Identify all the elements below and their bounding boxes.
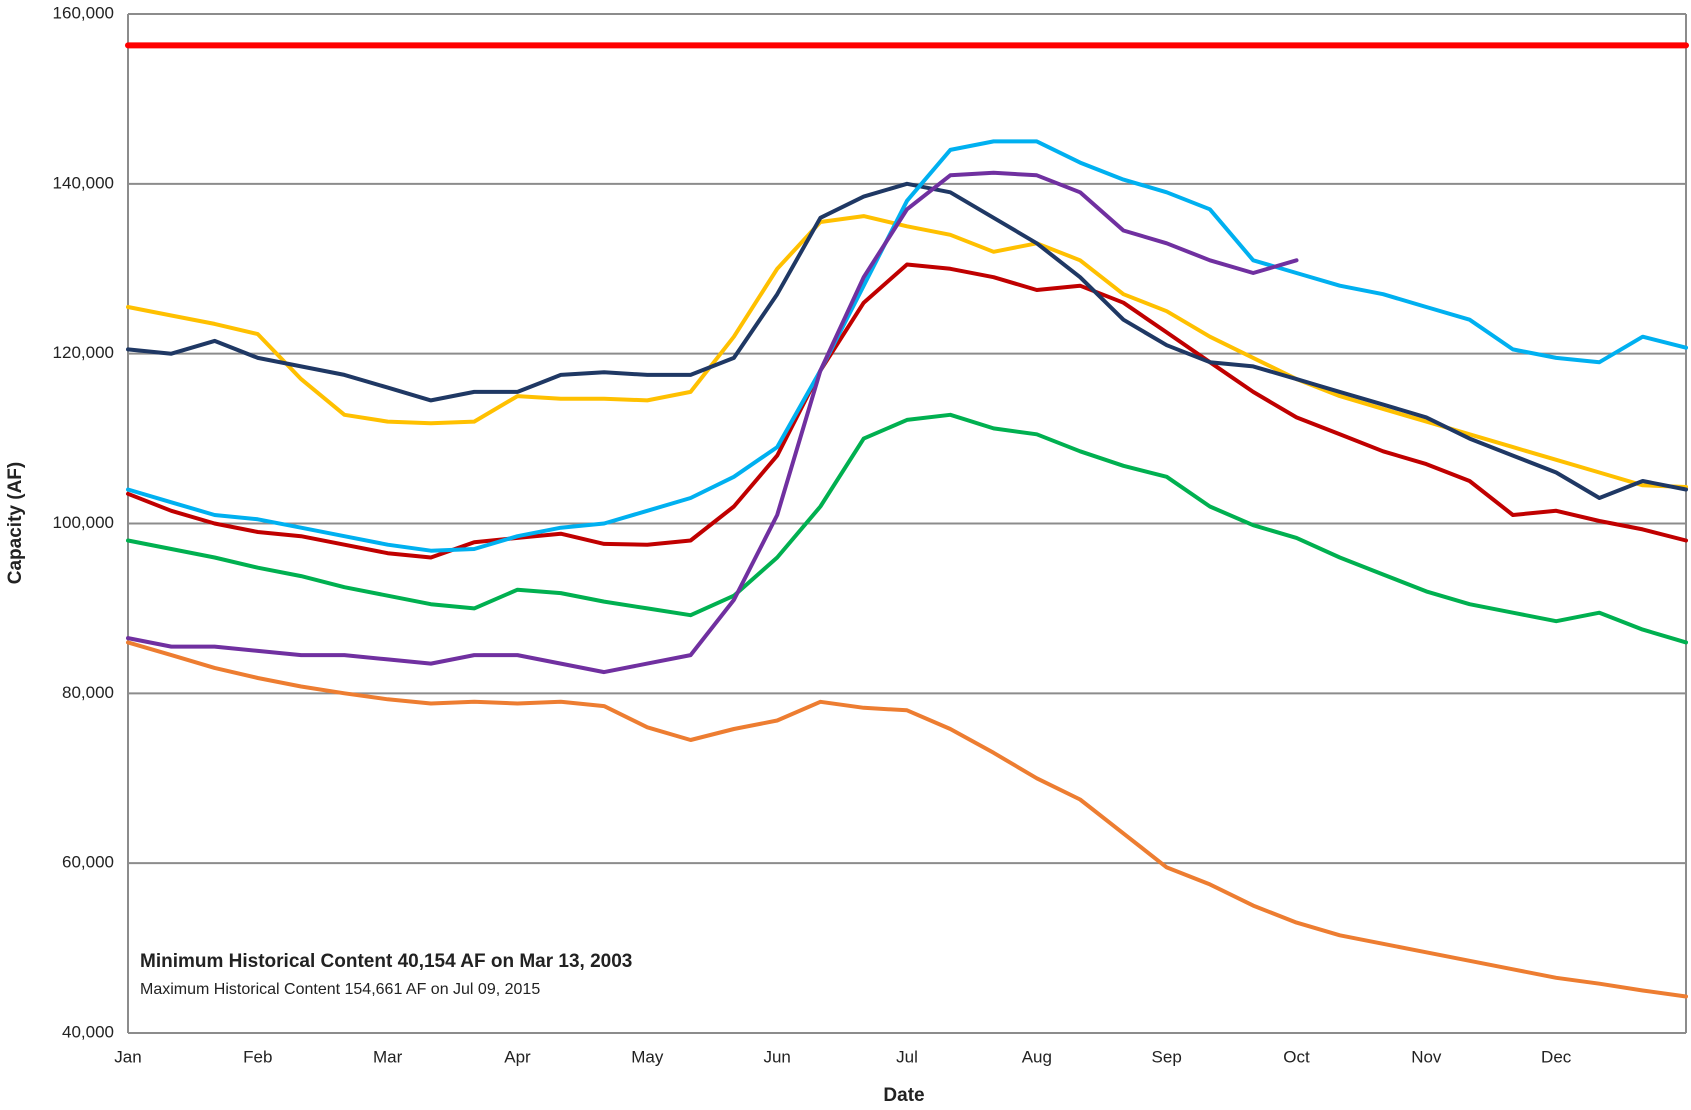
series-line [126,412,1688,645]
y-tick-label: 140,000 [53,173,114,192]
x-tick-label: Dec [1541,1047,1572,1066]
series-line [126,640,1688,999]
series-line [126,262,1688,560]
x-tick-label: Apr [504,1047,531,1066]
x-tick-label: Jul [896,1047,918,1066]
x-tick-label: Jun [763,1047,790,1066]
y-tick-label: 80,000 [62,683,114,702]
x-tick-label: Jan [114,1047,141,1066]
x-tick-label: Nov [1411,1047,1442,1066]
x-tick-label: Oct [1283,1047,1310,1066]
x-tick-label: Sep [1152,1047,1182,1066]
series-line [126,181,1688,500]
y-tick-label: 40,000 [62,1022,114,1041]
series-line [126,170,1299,675]
series-line [126,139,1688,553]
series-line [126,214,1688,489]
annotation: Maximum Historical Content 154,661 AF on… [140,981,540,998]
x-tick-label: Aug [1022,1047,1052,1066]
annotation: Minimum Historical Content 40,154 AF on … [140,951,632,972]
y-tick-label: 100,000 [53,513,114,532]
x-axis-label: Date [883,1085,924,1106]
y-axis-label: Capacity (AF) [5,462,26,584]
y-tick-label: 120,000 [53,343,114,362]
y-tick-label: 60,000 [62,853,114,872]
x-tick-label: May [631,1047,664,1066]
x-tick-label: Feb [243,1047,272,1066]
y-tick-label: 160,000 [53,3,114,22]
x-tick-label: Mar [373,1047,403,1066]
